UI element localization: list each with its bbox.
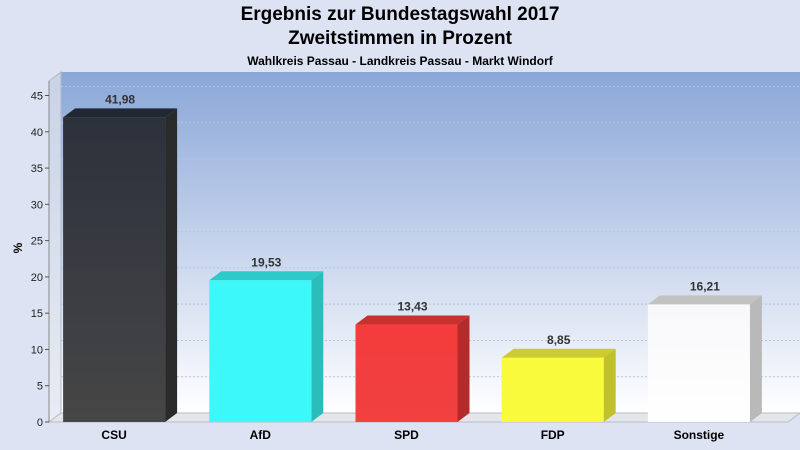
bar-afd: 19,53 [209,255,324,422]
bar-value-label: 19,53 [251,255,281,269]
bar-top [501,348,616,358]
bar-top [209,271,324,281]
x-category-label: AfD [250,428,272,442]
bar-value-label: 8,85 [547,333,571,347]
chart-caption: Wahlkreis Passau - Landkreis Passau - Ma… [247,54,553,68]
bar-value-label: 16,21 [690,279,720,293]
bar-top [355,315,470,325]
bar-side [457,315,470,422]
chart-title: Ergebnis zur Bundestagswahl 2017 [240,4,560,25]
bar-value-label: 41,98 [105,92,135,106]
bar-top [647,295,762,305]
y-tick-label: 5 [37,381,43,393]
bar-spd: 13,43 [355,300,470,422]
bar-side [311,271,324,422]
bar-side [603,348,616,422]
y-tick-label: 20 [31,272,43,284]
bar-front [209,280,312,422]
y-tick-label: 45 [31,91,43,103]
x-category-label: CSU [101,428,126,442]
bar-side [165,108,178,423]
plot-left-wall [48,71,62,423]
y-axis-label: % [11,242,25,253]
bar-front [63,117,166,423]
y-tick-label: 25 [31,236,43,248]
y-tick-label: 15 [31,308,43,320]
bar-top [63,108,178,118]
chart-subtitle: Zweitstimmen in Prozent [288,28,512,49]
x-category-label: Sonstige [674,428,725,442]
bar-sonstige: 16,21 [647,279,762,422]
bar-side [749,295,762,422]
bar-front [355,324,458,422]
y-tick-label: 10 [31,344,43,356]
y-tick-label: 40 [31,127,43,139]
bar-front [647,304,750,422]
x-category-label: FDP [541,428,565,442]
bar-csu: 41,98 [63,92,178,423]
bar-front [501,357,604,422]
y-tick-label: 0 [37,417,43,429]
bar-fdp: 8,85 [501,333,616,422]
x-category-label: SPD [394,428,419,442]
bar-value-label: 13,43 [397,300,427,314]
y-tick-label: 30 [31,199,43,211]
y-tick-label: 35 [31,163,43,175]
